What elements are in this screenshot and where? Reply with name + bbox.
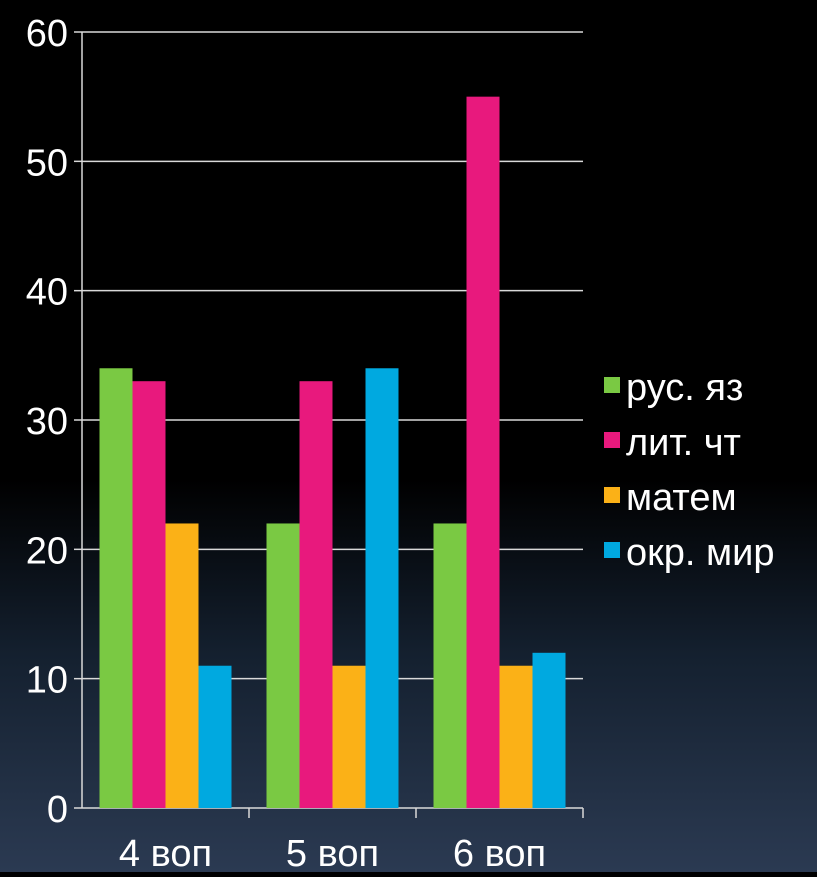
y-tick-label: 60 xyxy=(26,13,68,55)
bar xyxy=(500,666,533,808)
y-tick-label: 40 xyxy=(26,272,68,314)
legend-label: матем xyxy=(626,477,737,519)
bar xyxy=(100,368,133,808)
y-tick-label: 30 xyxy=(26,401,68,443)
y-tick-label: 20 xyxy=(26,530,68,572)
bar xyxy=(533,653,566,808)
bar xyxy=(333,666,366,808)
x-tick-label: 5 воп xyxy=(286,833,379,872)
bar xyxy=(467,97,500,808)
y-tick-label: 0 xyxy=(47,789,68,831)
y-tick-labels: 0 10 20 30 40 50 60 xyxy=(26,13,68,831)
legend-label: лит. чт xyxy=(626,422,741,464)
bar xyxy=(166,523,199,808)
bar xyxy=(300,381,333,808)
bars xyxy=(100,97,566,808)
legend-swatch xyxy=(604,377,620,393)
y-tick-label: 10 xyxy=(26,660,68,702)
bar xyxy=(133,381,166,808)
bar xyxy=(434,523,467,808)
legend-swatch xyxy=(604,542,620,558)
bar xyxy=(267,523,300,808)
legend-swatch xyxy=(604,432,620,448)
legend-swatch xyxy=(604,487,620,503)
x-tick-label: 4 воп xyxy=(119,833,212,872)
legend-label: рус. яз xyxy=(626,367,743,409)
bar xyxy=(199,666,232,808)
legend-label: окр. мир xyxy=(626,532,775,574)
x-tick-label: 6 воп xyxy=(453,833,546,872)
x-tick-labels: 4 воп 5 воп 6 воп xyxy=(119,833,546,872)
y-tick-label: 50 xyxy=(26,142,68,184)
legend: рус. яз лит. чт матем окр. мир xyxy=(604,367,775,574)
bar xyxy=(366,368,399,808)
